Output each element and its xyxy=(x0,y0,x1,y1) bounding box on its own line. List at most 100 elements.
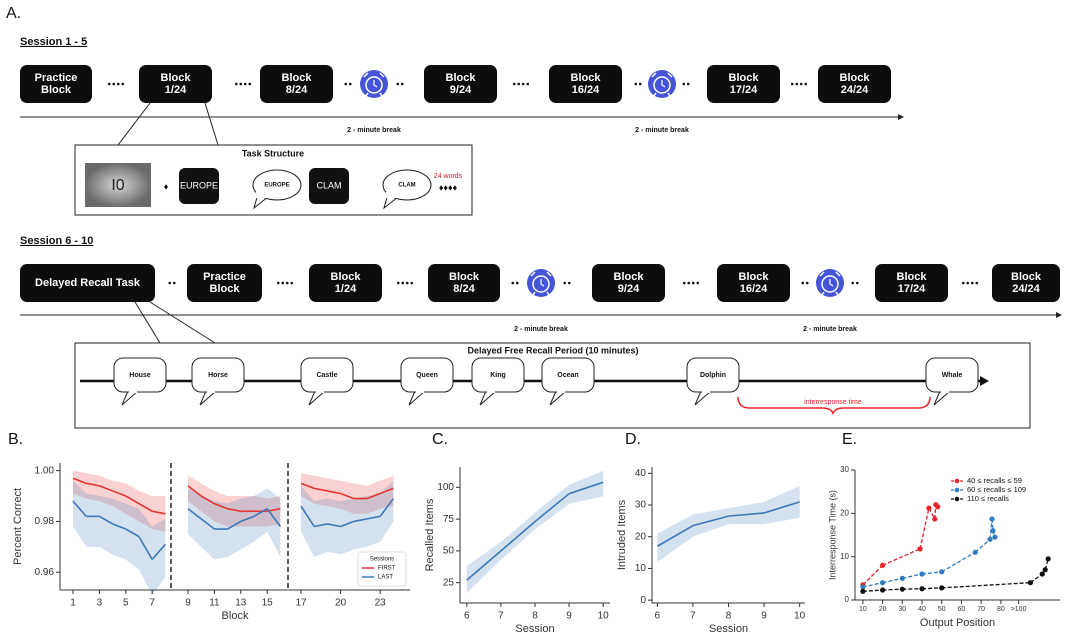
dot xyxy=(248,83,251,86)
y-tick-label: 25 xyxy=(443,577,455,588)
dot xyxy=(396,83,399,86)
block-label: 24/24 xyxy=(1012,283,1040,295)
legend-marker xyxy=(955,479,960,484)
dot xyxy=(522,83,525,86)
x-tick-label: 13 xyxy=(235,598,247,609)
y-tick-label: 30 xyxy=(635,500,647,511)
panel-label: D. xyxy=(625,431,641,448)
dot xyxy=(286,282,289,285)
figure: A. Session 1 - 5 Session 6 - 10 Task Str… xyxy=(0,0,1065,633)
x-tick-label: >100 xyxy=(1011,606,1027,613)
confidence-band xyxy=(214,501,227,559)
confidence-band xyxy=(354,496,367,549)
x-tick-label: 17 xyxy=(295,598,307,609)
bubble-cover xyxy=(702,389,710,393)
y-tick-label: 30 xyxy=(840,465,849,474)
bubble-cover xyxy=(557,389,565,393)
x-tick-label: 30 xyxy=(898,606,906,613)
point xyxy=(860,589,865,594)
dot xyxy=(851,282,854,285)
bubble-cover xyxy=(129,389,137,393)
dot xyxy=(277,282,280,285)
point xyxy=(973,550,978,555)
block-label: 24/24 xyxy=(841,84,869,96)
dot xyxy=(563,282,566,285)
point xyxy=(1028,580,1033,585)
recall-word: House xyxy=(129,372,151,379)
legend-label: 110 ≤ recalls xyxy=(967,494,1009,503)
block-label: Block xyxy=(446,72,477,84)
x-tick-label: 15 xyxy=(262,598,274,609)
point xyxy=(900,587,905,592)
confidence-band xyxy=(126,504,139,570)
dot xyxy=(290,282,293,285)
x-tick-label: 10 xyxy=(859,606,867,613)
dot xyxy=(692,282,695,285)
bubble-cover xyxy=(487,389,495,393)
block-label: Block xyxy=(1011,271,1042,283)
dot xyxy=(410,282,413,285)
y-tick-label: 40 xyxy=(635,468,647,479)
block-label: Block xyxy=(614,271,645,283)
dot xyxy=(962,282,965,285)
point xyxy=(932,516,937,521)
point xyxy=(987,537,992,542)
legend-label: 40 ≤ recalls ≤ 59 xyxy=(967,476,1022,485)
spoken-word: EUROPE xyxy=(264,183,289,189)
dot xyxy=(397,282,400,285)
legend-title: Sessions xyxy=(370,557,394,563)
dot xyxy=(516,282,519,285)
legend-marker xyxy=(955,488,960,493)
block-label: 9/24 xyxy=(618,283,640,295)
y-tick-label: 0.96 xyxy=(35,567,55,578)
dot xyxy=(634,83,637,86)
x-tick-label: 7 xyxy=(690,611,696,622)
dot xyxy=(639,83,642,86)
dot xyxy=(806,282,809,285)
block-label: 16/24 xyxy=(572,84,600,96)
panel-label: A. xyxy=(6,5,21,22)
x-tick-label: 1 xyxy=(70,598,76,609)
block-label: Block xyxy=(729,72,760,84)
x-tick-label: 9 xyxy=(185,598,191,609)
y-tick-label: 10 xyxy=(840,552,849,561)
panel-label: C. xyxy=(432,431,448,448)
point xyxy=(880,580,885,585)
confidence-band xyxy=(241,496,254,549)
y-tick-label: 0.98 xyxy=(35,516,55,527)
block-label: Practice xyxy=(35,72,78,84)
dot xyxy=(682,83,685,86)
bubble-cover xyxy=(207,389,215,393)
dot xyxy=(513,83,516,86)
x-tick-label: 60 xyxy=(958,606,966,613)
recall-word: Ocean xyxy=(557,372,578,379)
x-axis-label: Output Position xyxy=(920,617,995,629)
fixation-text: I0 xyxy=(111,177,124,194)
dot xyxy=(526,83,529,86)
legend-marker xyxy=(955,497,960,502)
panel-label: E. xyxy=(842,431,857,448)
separator: ♦ xyxy=(164,181,169,191)
dot xyxy=(975,282,978,285)
y-tick-label: 0 xyxy=(640,595,646,606)
y-tick-label: 0 xyxy=(845,595,850,604)
x-tick-label: 8 xyxy=(532,611,538,622)
list-length: 24 words xyxy=(434,173,463,180)
dot xyxy=(791,83,794,86)
session-title: Session 1 - 5 xyxy=(20,36,87,48)
dot xyxy=(696,282,699,285)
dot xyxy=(244,83,247,86)
dot xyxy=(804,83,807,86)
word: CLAM xyxy=(316,180,341,190)
dot xyxy=(281,282,284,285)
dot xyxy=(800,83,803,86)
break-label: 2 - minute break xyxy=(514,326,568,333)
block-label: Block xyxy=(840,72,871,84)
dot xyxy=(856,282,859,285)
legend-label: LAST xyxy=(378,575,393,581)
recall-word: Dolphin xyxy=(700,372,726,379)
block-label: Practice xyxy=(203,271,246,283)
dot xyxy=(683,282,686,285)
recall-word: Whale xyxy=(942,372,963,379)
x-tick-label: 8 xyxy=(726,611,732,622)
